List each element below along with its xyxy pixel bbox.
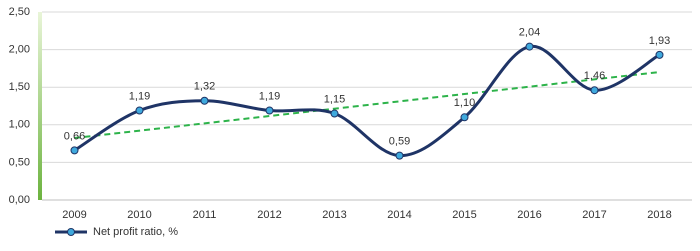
point <box>330 109 339 118</box>
value-label: 0,66 <box>64 130 85 142</box>
y-tick-label: 2,00 <box>9 44 30 56</box>
axis-band <box>38 12 42 200</box>
x-tick-label: 2009 <box>62 209 86 221</box>
point <box>590 86 599 95</box>
y-tick-label: 2,50 <box>9 6 30 18</box>
x-tick-label: 2017 <box>582 209 606 221</box>
point <box>460 113 469 122</box>
point <box>655 50 664 59</box>
value-label: 1,10 <box>454 97 475 109</box>
point <box>265 106 274 115</box>
x-tick-label: 2015 <box>452 209 476 221</box>
value-label: 1,19 <box>259 90 280 102</box>
y-tick-label: 0,50 <box>9 156 30 168</box>
x-tick-label: 2010 <box>127 209 151 221</box>
value-label: 0,59 <box>389 136 410 148</box>
y-tick-label: 1,50 <box>9 81 30 93</box>
value-label: 1,46 <box>584 70 605 82</box>
y-tick-label: 1,00 <box>9 119 30 131</box>
point <box>200 96 209 105</box>
trend-line <box>74 71 660 140</box>
legend-label: Net profit ratio, % <box>93 226 178 238</box>
value-label: 1,32 <box>194 81 215 93</box>
point <box>70 146 79 155</box>
value-label: 1,15 <box>324 93 345 105</box>
x-tick-label: 2014 <box>387 209 411 221</box>
value-label: 1,19 <box>129 90 150 102</box>
x-tick-label: 2012 <box>257 209 281 221</box>
point <box>395 151 404 160</box>
value-label: 1,93 <box>649 35 670 47</box>
value-label: 2,04 <box>519 26 540 38</box>
legend-marker <box>67 228 75 236</box>
y-tick-label: 0,00 <box>9 194 30 206</box>
point <box>525 42 534 51</box>
x-tick-label: 2018 <box>647 209 671 221</box>
x-tick-label: 2016 <box>517 209 541 221</box>
point <box>135 106 144 115</box>
x-tick-label: 2011 <box>193 209 217 221</box>
x-tick-label: 2013 <box>322 209 346 221</box>
series-line <box>73 45 661 158</box>
